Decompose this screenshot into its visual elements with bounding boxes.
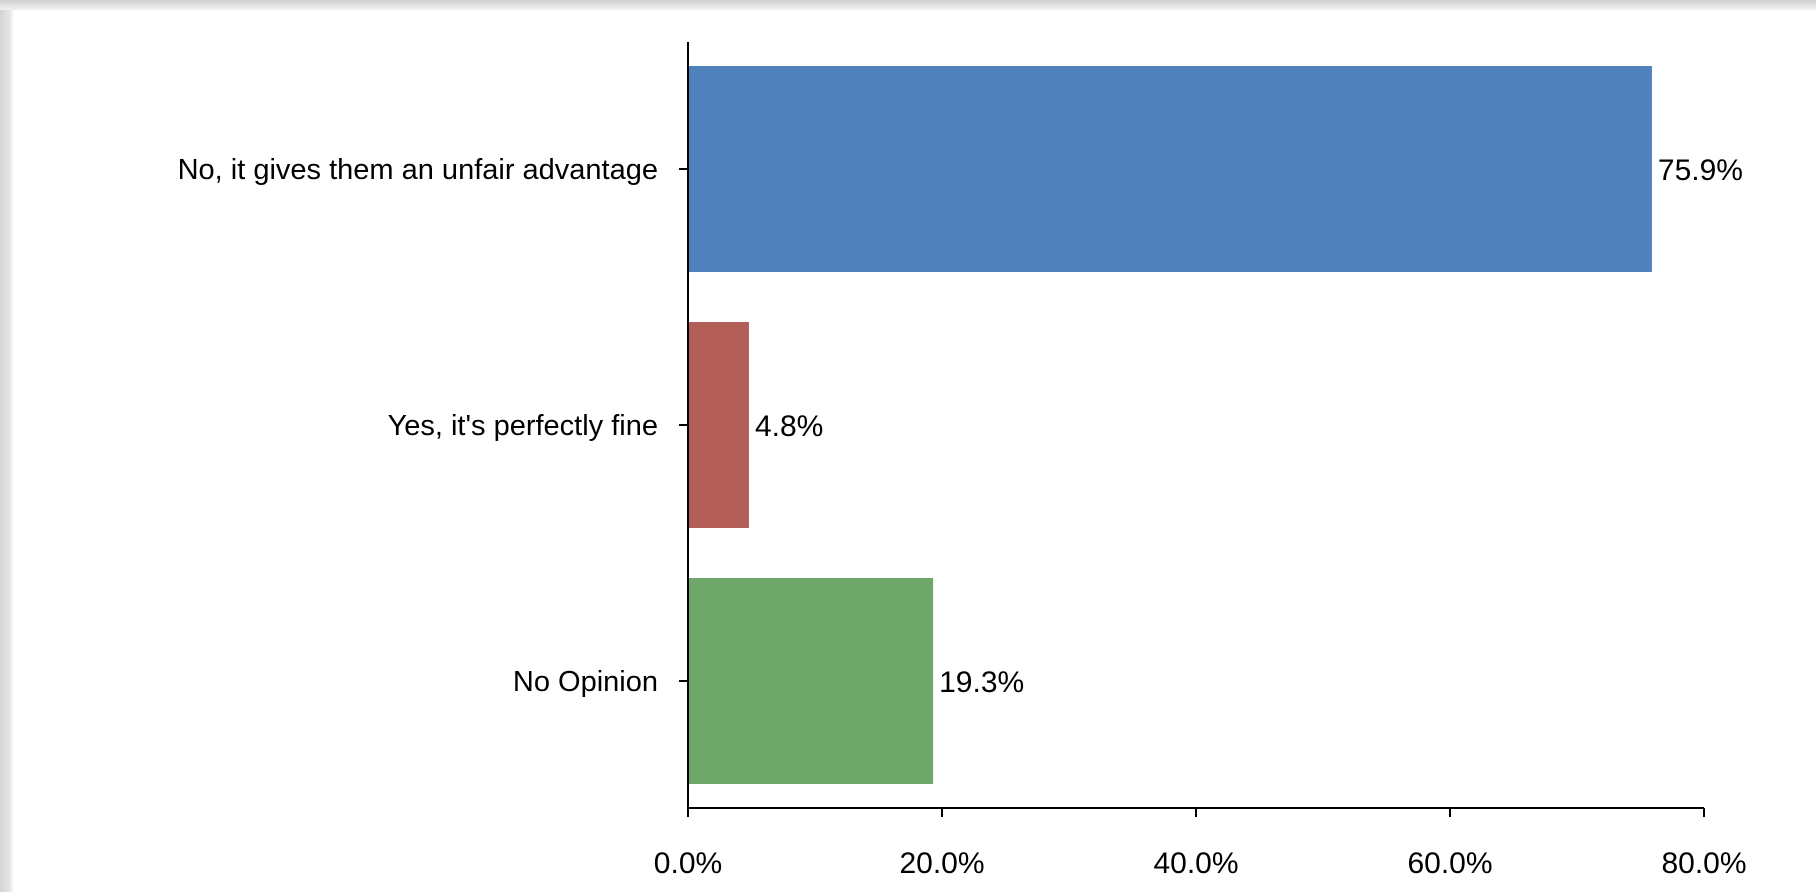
bars-group [688, 66, 1652, 784]
axes-group [679, 42, 1705, 817]
value-label: 19.3% [939, 666, 1024, 699]
bar-0 [688, 66, 1652, 272]
x-tick-label: 80.0% [1661, 847, 1746, 880]
window-frame [0, 0, 1816, 10]
bar-2 [688, 578, 934, 784]
x-tick-labels: 0.0% 20.0% 40.0% 60.0% 80.0% [654, 847, 1747, 880]
category-labels: No, it gives them an unfair advantage Yes… [178, 154, 658, 698]
x-tick-label: 40.0% [1153, 847, 1238, 880]
bar-1 [688, 322, 749, 528]
value-label: 4.8% [755, 410, 823, 443]
x-tick-label: 20.0% [899, 847, 984, 880]
x-tick-label: 60.0% [1407, 847, 1492, 880]
x-tick-label: 0.0% [654, 847, 722, 880]
category-label: Yes, it's perfectly fine [388, 410, 658, 442]
value-label: 75.9% [1658, 154, 1743, 187]
value-labels: 75.9% 4.8% 19.3% [755, 154, 1743, 699]
category-label: No, it gives them an unfair advantage [178, 154, 658, 186]
category-label: No Opinion [513, 666, 658, 698]
